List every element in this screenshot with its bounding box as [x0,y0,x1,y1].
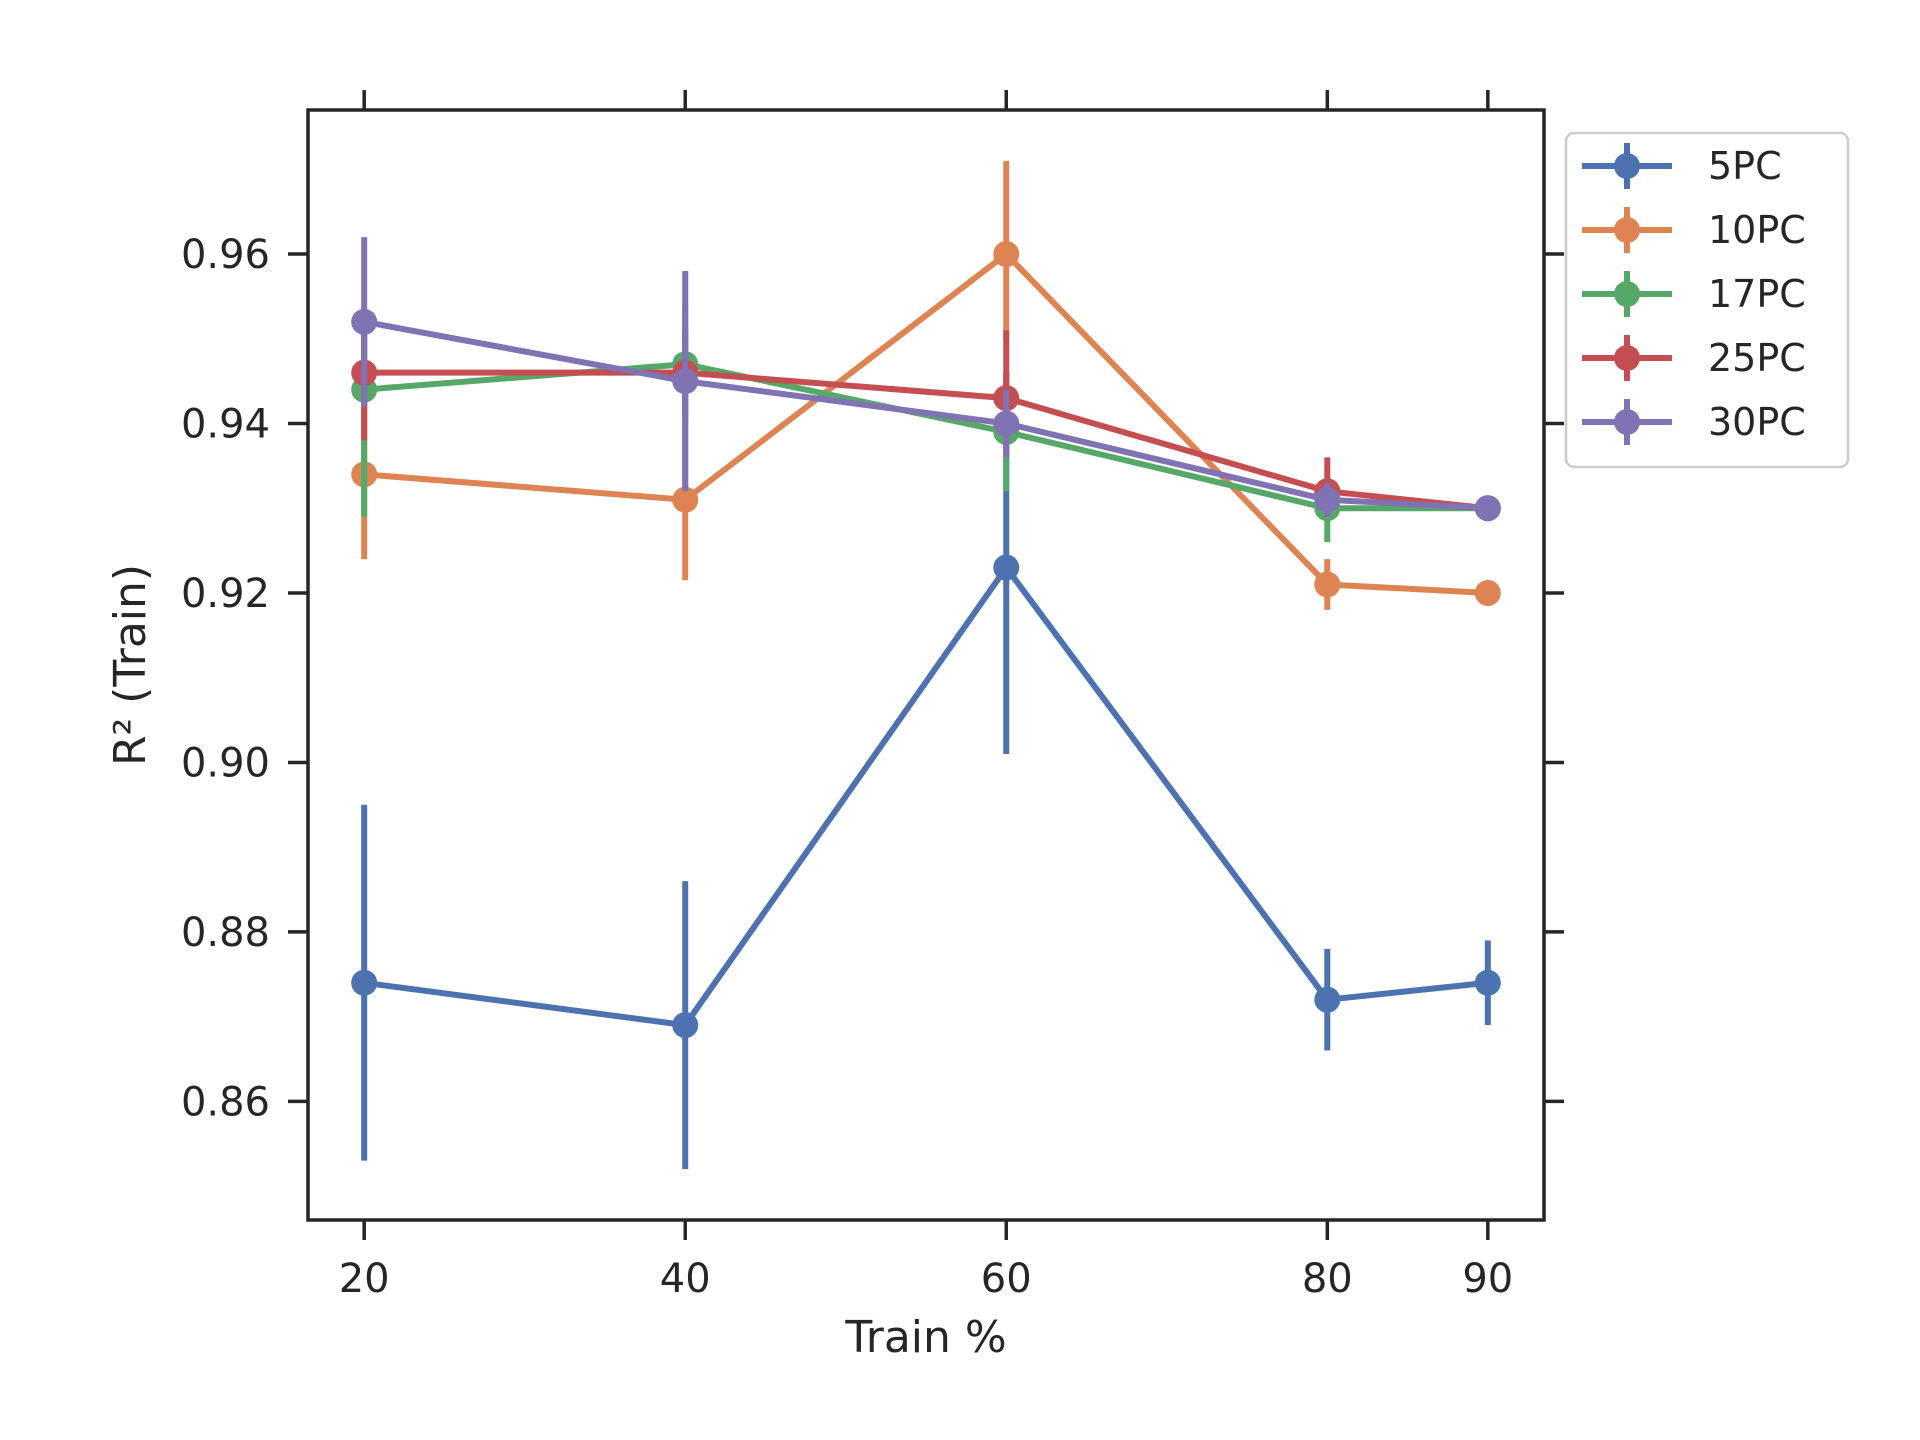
plot-background [308,110,1544,1220]
legend-item-30pc: 30PC [1582,399,1806,445]
x-tick-label: 80 [1302,1256,1353,1302]
y-tick-label: 0.90 [181,740,270,786]
ticks-layer: 20 40 60 80 90 0.86 0.88 0.90 0.92 0.94 0.96 [181,90,1564,1302]
data-point [993,554,1020,581]
legend-marker [1614,345,1640,371]
data-point [993,410,1020,437]
legend-box [1564,131,1850,469]
legend-marker [1614,281,1640,307]
x-tick-label: 90 [1462,1256,1513,1302]
x-tick-label: 20 [339,1256,390,1302]
y-tick-label: 0.86 [181,1079,270,1125]
legend-item-10pc: 10PC [1582,207,1806,253]
plot-frame [306,108,1546,1222]
data-point [672,1012,699,1039]
data-point [351,969,378,996]
legend-label: 30PC [1708,400,1806,444]
y-tick-label: 0.96 [181,232,270,278]
legend-item-5pc: 5PC [1582,143,1782,189]
data-point [1314,986,1341,1013]
legend-label: 5PC [1708,144,1782,188]
legend-label: 17PC [1708,272,1806,316]
legend-item-25pc: 25PC [1582,335,1806,381]
y-tick-label: 0.92 [181,571,270,617]
data-point [1474,579,1501,606]
legend: 5PC 10PC 17PC 25PC 30PC [1564,131,1850,469]
x-axis-label: Train % [844,1312,1006,1363]
data-point [993,241,1020,268]
legend-label: 25PC [1708,336,1806,380]
data-point [351,308,378,335]
data-point [672,486,699,513]
legend-marker [1614,153,1640,179]
series-layer [351,160,1501,1170]
legend-item-17pc: 17PC [1582,271,1806,317]
data-point [672,368,699,395]
data-point [1474,495,1501,522]
y-axis-label: R² (Train) [105,564,156,766]
data-point [1314,571,1341,598]
data-point [1314,486,1341,513]
series-5pc [351,372,1501,1170]
legend-label: 10PC [1708,208,1806,252]
y-tick-label: 0.94 [181,402,270,448]
series-30pc [351,237,1501,522]
x-tick-label: 60 [981,1256,1032,1302]
x-tick-label: 40 [660,1256,711,1302]
legend-marker [1614,409,1640,435]
data-point [1474,969,1501,996]
legend-marker [1614,217,1640,243]
y-tick-label: 0.88 [181,910,270,956]
